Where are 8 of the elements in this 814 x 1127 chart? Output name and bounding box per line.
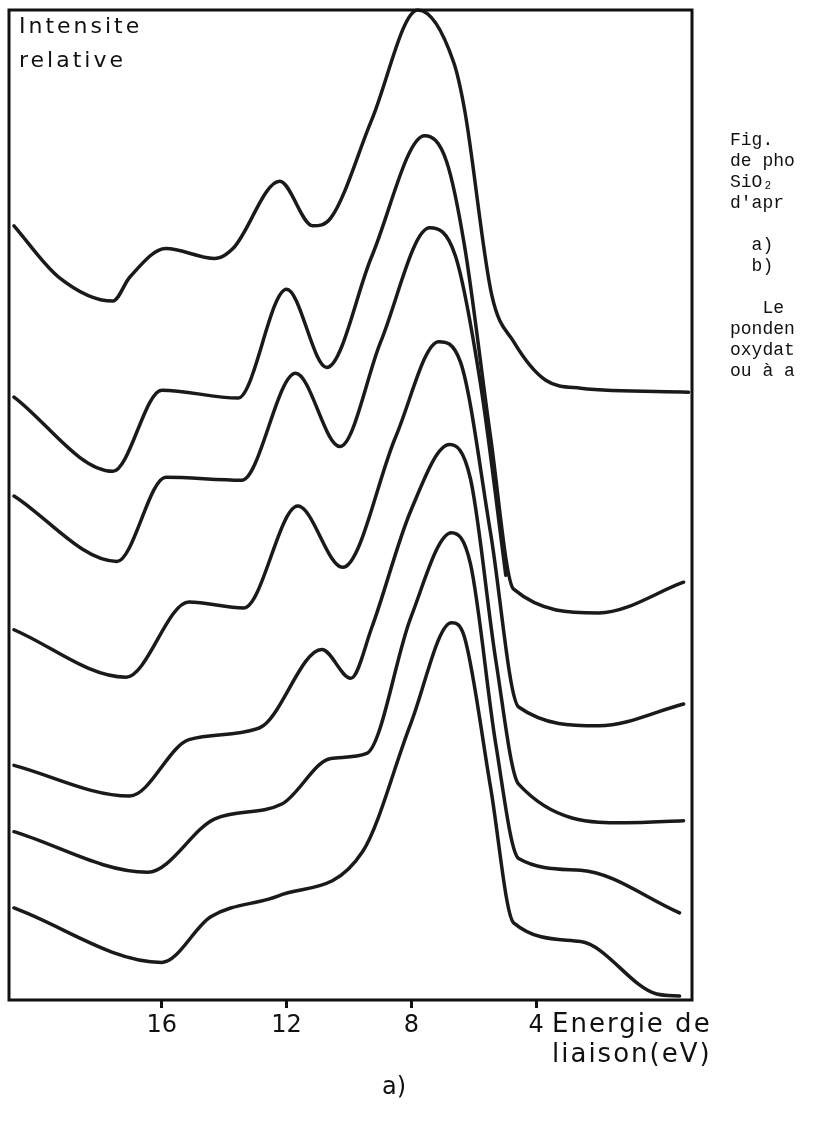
x-tick-label: 8: [403, 1009, 419, 1038]
y-axis-title: Intensite relative: [19, 12, 143, 72]
x-axis-title: Energie de liaison(eV): [552, 1008, 713, 1068]
x-tick-label: 4: [528, 1009, 544, 1038]
x-tick-label: 12: [271, 1009, 302, 1038]
text: a): [382, 1072, 407, 1100]
text: Fig. de pho SiO₂ d'apr a) b) Le ponden oxydat ou à a: [730, 130, 795, 381]
x-tick-label: 16: [146, 1009, 178, 1038]
